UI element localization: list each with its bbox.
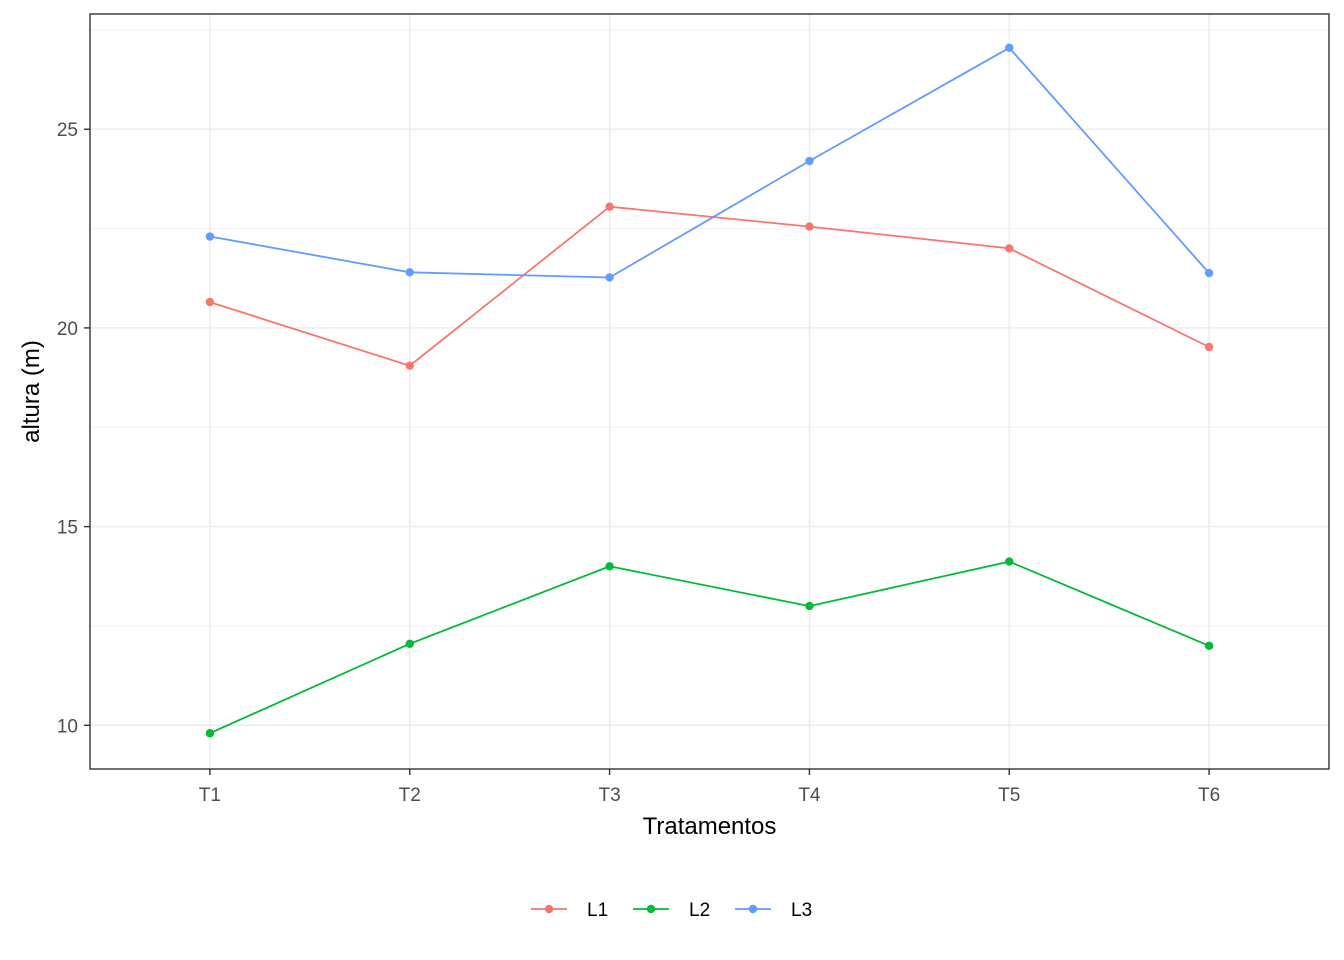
legend-label: L3 bbox=[791, 900, 812, 921]
data-point-l2 bbox=[405, 639, 414, 649]
data-point-l2 bbox=[205, 729, 215, 738]
data-point-l3 bbox=[805, 156, 814, 166]
y-axis-title: altura (m) bbox=[18, 340, 45, 443]
axis-ticks: 10 15 20 25 T1 T2 T3 T4 T5 T6 bbox=[57, 120, 1220, 806]
grid-lines bbox=[90, 14, 1329, 769]
legend-label: L1 bbox=[587, 900, 608, 921]
data-point-l2 bbox=[1204, 641, 1214, 651]
legend-key-point bbox=[646, 904, 656, 914]
y-tick-label: 10 bbox=[57, 716, 78, 737]
legend-item-l1: L1 bbox=[531, 900, 608, 921]
data-point-l1 bbox=[1005, 244, 1014, 253]
legend-key-point bbox=[748, 904, 758, 914]
y-tick-label: 25 bbox=[57, 120, 78, 141]
legend-item-l3: L3 bbox=[735, 900, 812, 921]
plot-panel-border bbox=[89, 13, 1330, 770]
data-point-l1 bbox=[405, 361, 414, 370]
y-tick-label: 20 bbox=[57, 319, 78, 340]
plot-panel bbox=[90, 14, 1329, 769]
data-point-l3 bbox=[605, 273, 614, 282]
y-tick-label: 15 bbox=[57, 518, 78, 539]
data-point-l3 bbox=[205, 232, 215, 241]
x-tick-label: T4 bbox=[798, 785, 821, 806]
data-point-l2 bbox=[1005, 557, 1014, 566]
x-tick-label: T3 bbox=[598, 785, 620, 806]
data-point-l3 bbox=[1005, 43, 1014, 52]
data-point-l1 bbox=[805, 222, 814, 231]
x-tick-label: T6 bbox=[1198, 785, 1220, 806]
data-point-l2 bbox=[805, 601, 814, 611]
legend-item-l2: L2 bbox=[633, 900, 710, 921]
data-point-l3 bbox=[405, 268, 414, 277]
legend: L1 L2 L3 bbox=[531, 900, 812, 921]
x-tick-label: T1 bbox=[199, 785, 221, 806]
x-axis-title: Tratamentos bbox=[643, 813, 777, 840]
data-point-l1 bbox=[605, 202, 614, 211]
x-tick-label: T5 bbox=[998, 785, 1020, 806]
data-point-l1 bbox=[205, 297, 215, 307]
series-line-l2 bbox=[209, 560, 1210, 735]
series-line-l1 bbox=[209, 205, 1210, 367]
series-line-l3 bbox=[209, 46, 1210, 279]
data-point-l3 bbox=[1204, 268, 1214, 278]
x-tick-label: T2 bbox=[399, 785, 421, 806]
data-point-l2 bbox=[605, 562, 614, 571]
legend-key-point bbox=[544, 904, 554, 914]
data-point-l1 bbox=[1204, 342, 1214, 352]
series-lines bbox=[205, 43, 1214, 738]
legend-label: L2 bbox=[689, 900, 710, 921]
